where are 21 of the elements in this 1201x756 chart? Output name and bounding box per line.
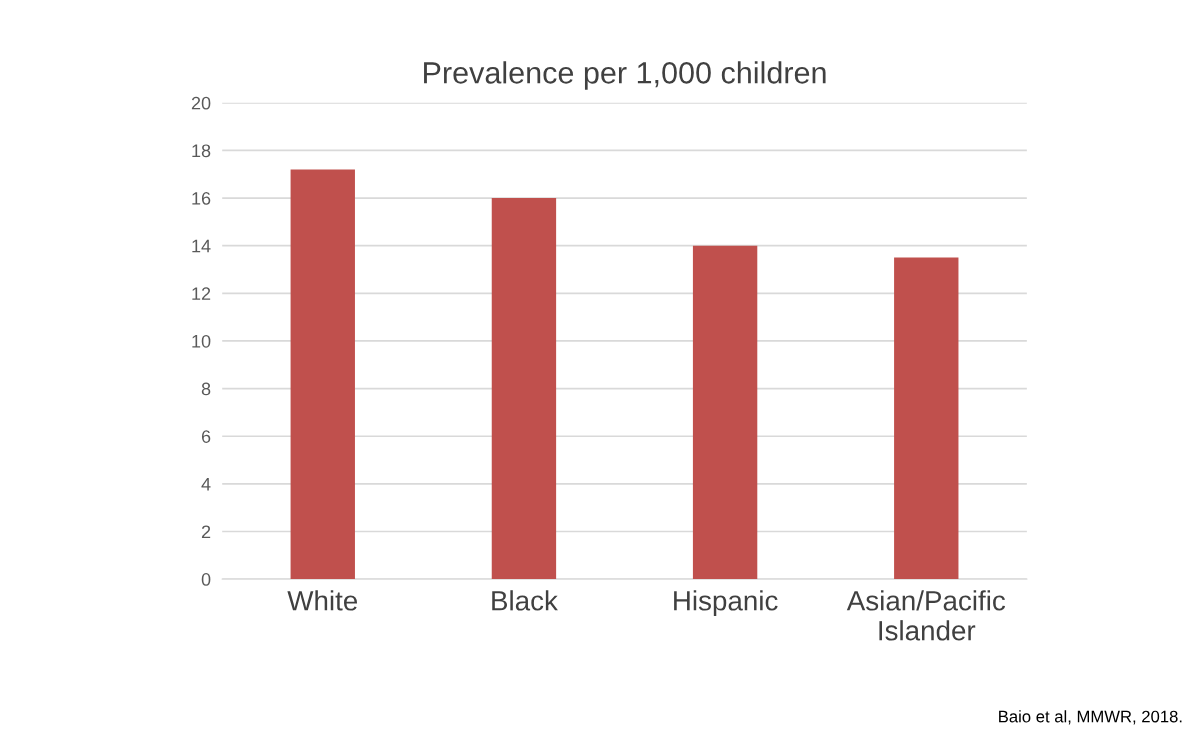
x-tick-label: Asian/Pacific Islander [846, 590, 1006, 641]
bar [290, 169, 355, 580]
bar [491, 198, 557, 580]
y-tick-label: 18 [192, 144, 211, 158]
y-tick-label: 0 [201, 573, 211, 586]
x-tick-label: Black [492, 590, 558, 611]
bar [692, 245, 758, 580]
bar [894, 257, 959, 580]
x-tick-label: White [287, 590, 358, 611]
y-tick-label: 4 [201, 477, 211, 491]
y-tick-label: 6 [201, 430, 211, 443]
chart-title: Prevalence per 1,000 children [424, 61, 826, 90]
y-tick-label: 12 [192, 287, 211, 300]
x-tick-label: Hispanic [674, 590, 778, 617]
y-tick-label: 2 [201, 525, 211, 539]
y-tick-label: 10 [192, 334, 211, 348]
text: Baio et al, MMWR, 2018. [999, 710, 1182, 725]
y-tick-label: 20 [191, 96, 211, 110]
y-tick-label: 8 [201, 382, 211, 396]
y-tick-label: 14 [192, 239, 211, 253]
y-tick-label: 16 [192, 192, 211, 205]
